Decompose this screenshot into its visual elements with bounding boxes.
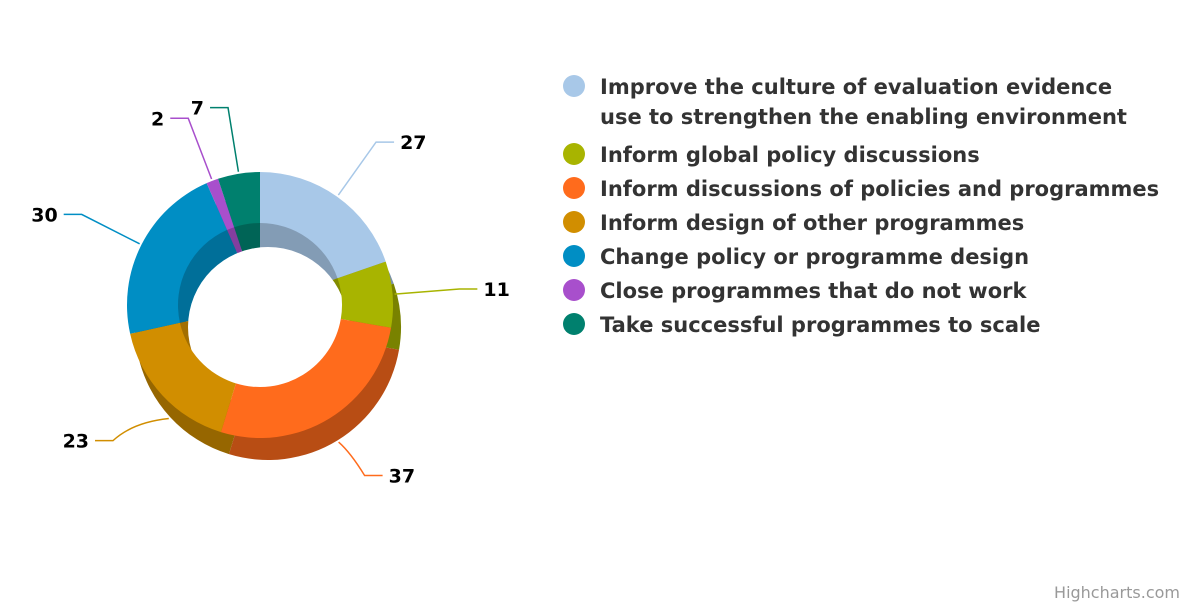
label-connector-0 <box>337 141 395 196</box>
slice-inner-wall-layer <box>177 222 348 407</box>
legend-marker-6 <box>563 313 585 335</box>
slice-3[interactable] <box>130 322 236 433</box>
legend-marker-5 <box>563 279 585 301</box>
slice-1[interactable] <box>337 261 393 328</box>
data-label-2: 37 <box>389 465 415 487</box>
legend-item-4[interactable]: Change policy or programme design <box>563 245 1029 269</box>
legend-label-4: Change policy or programme design <box>600 245 1029 269</box>
slice-0[interactable] <box>260 172 386 279</box>
slice-5[interactable] <box>206 178 235 230</box>
legend-marker-4 <box>563 245 585 267</box>
slice-6[interactable] <box>218 172 260 228</box>
legend-label-0-line-1: use to strengthen the enabling environme… <box>600 105 1127 129</box>
legend-item-2[interactable]: Inform discussions of policies and progr… <box>563 177 1159 201</box>
label-connector-5 <box>170 117 213 180</box>
slice-2[interactable] <box>220 319 392 439</box>
legend-marker-0 <box>563 75 585 97</box>
legend-item-1[interactable]: Inform global policy discussions <box>563 143 980 167</box>
label-connector-3 <box>95 417 169 442</box>
donut-hole <box>188 247 348 407</box>
legend-item-3[interactable]: Inform design of other programmes <box>563 211 1024 235</box>
data-label-4: 30 <box>31 204 57 226</box>
legend-label-1: Inform global policy discussions <box>600 143 980 167</box>
legend-marker-2 <box>563 177 585 199</box>
label-connector-4 <box>63 213 140 245</box>
legend-marker-3 <box>563 211 585 233</box>
credits-link[interactable]: Highcharts.com <box>1054 583 1180 602</box>
legend-item-5[interactable]: Close programmes that do not work <box>563 279 1027 303</box>
data-label-3: 23 <box>63 431 89 453</box>
legend-label-6: Take successful programmes to scale <box>600 313 1040 337</box>
data-label-6: 7 <box>191 98 204 120</box>
data-label-0: 27 <box>400 132 426 154</box>
data-label-5: 2 <box>151 108 164 130</box>
label-connector-1 <box>394 288 478 295</box>
slice-top-layer <box>127 172 393 439</box>
slice-4[interactable] <box>127 183 228 334</box>
label-connector-6 <box>210 106 240 172</box>
legend-label-3: Inform design of other programmes <box>600 211 1024 235</box>
legend-label-5: Close programmes that do not work <box>600 279 1027 303</box>
data-label-1: 11 <box>483 279 509 301</box>
label-connector-2 <box>338 441 383 477</box>
legend-item-0[interactable]: Improve the culture of evaluation eviden… <box>563 75 1127 129</box>
legend-marker-1 <box>563 143 585 165</box>
legend-label-2: Inform discussions of policies and progr… <box>600 177 1159 201</box>
legend-item-6[interactable]: Take successful programmes to scale <box>563 313 1040 337</box>
data-label-connectors <box>63 106 478 477</box>
legend-label-0-line-0: Improve the culture of evaluation eviden… <box>600 75 1112 99</box>
legend: Improve the culture of evaluation eviden… <box>563 75 1159 337</box>
